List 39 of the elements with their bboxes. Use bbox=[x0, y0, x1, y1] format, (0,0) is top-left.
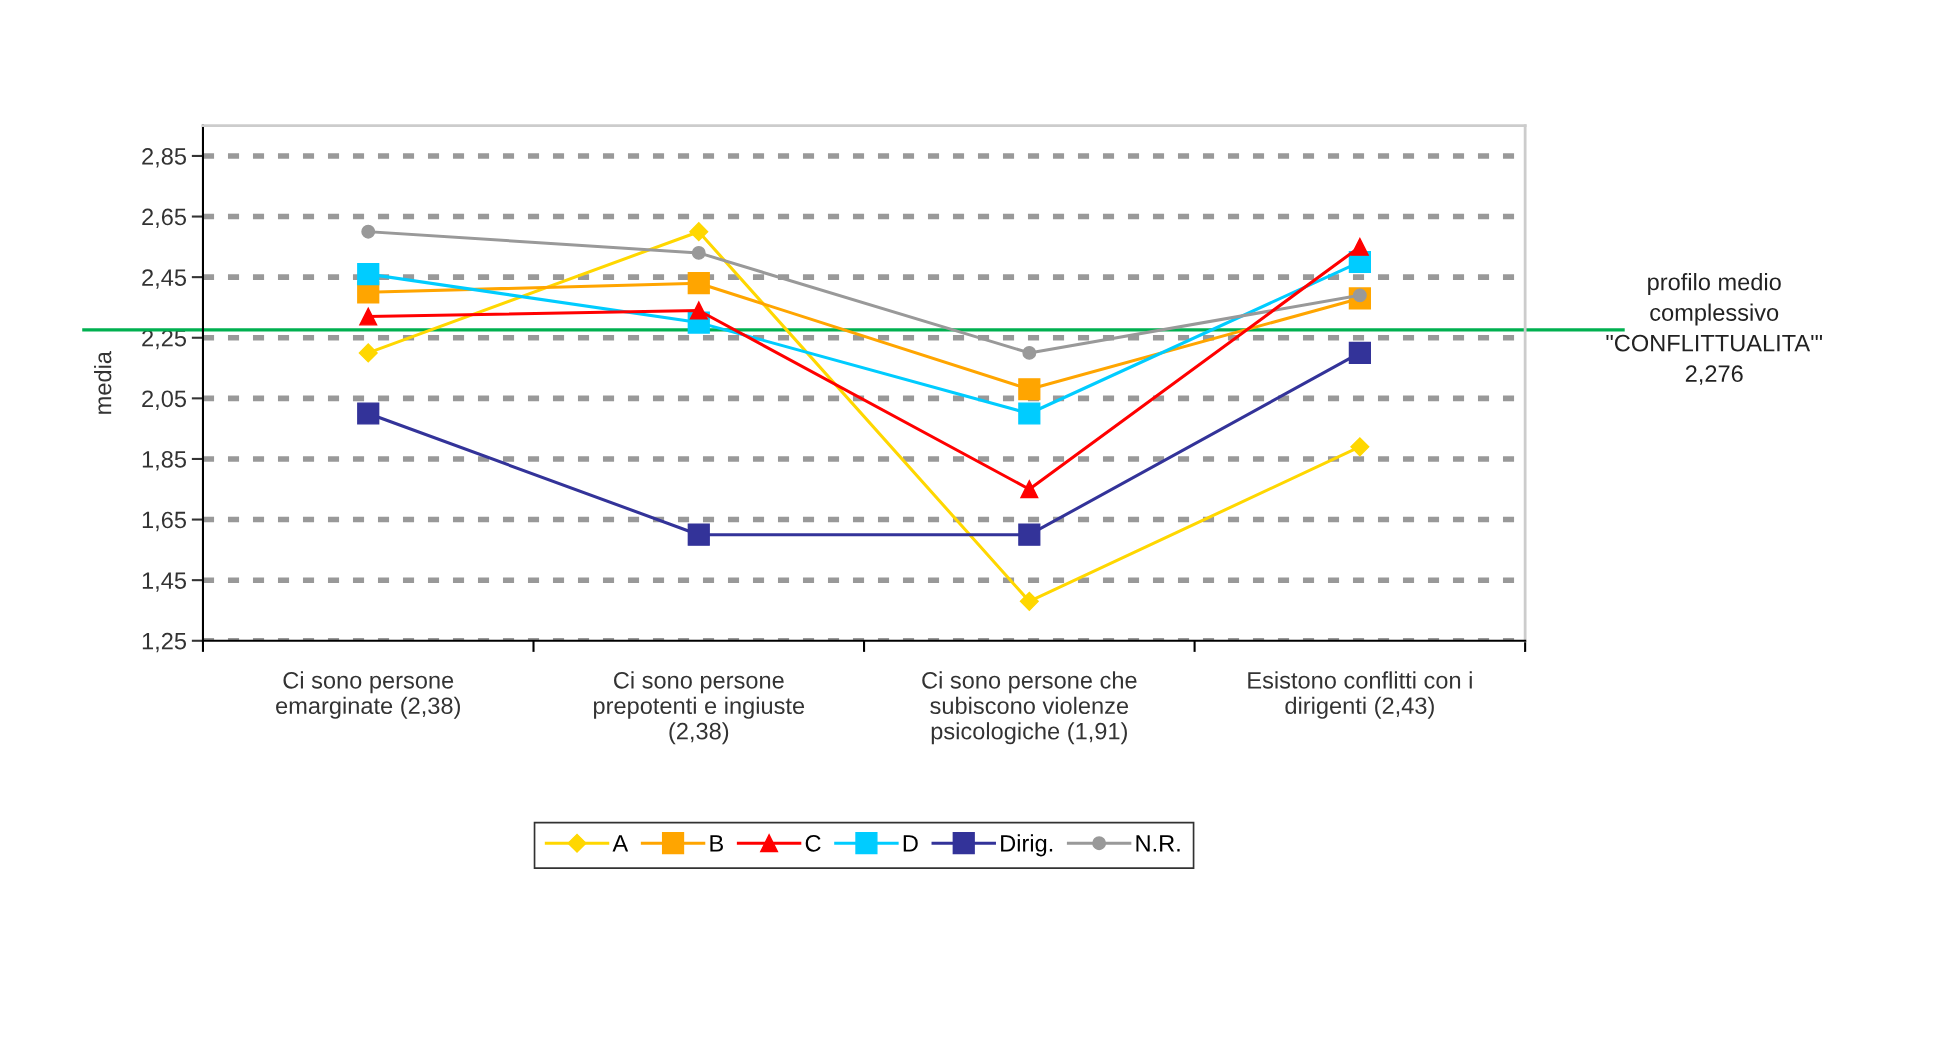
point bbox=[1022, 345, 1037, 360]
point bbox=[1348, 341, 1371, 365]
point bbox=[1020, 480, 1039, 499]
y-tick-label: 1,65 bbox=[142, 511, 187, 532]
y-tick-label: 1,45 bbox=[142, 572, 187, 592]
point bbox=[1018, 378, 1041, 401]
legend-label: A bbox=[612, 835, 629, 852]
y-tick-label: 1,85 bbox=[142, 451, 187, 471]
ref-line-label: profilo medio complessivo "CONFLITTUALITA'" 2,276 bbox=[1606, 273, 1823, 385]
point bbox=[691, 245, 706, 260]
point bbox=[358, 343, 378, 363]
legend-label: B bbox=[710, 835, 723, 852]
y-tick-label: 2,05 bbox=[142, 390, 187, 410]
point bbox=[689, 222, 709, 242]
point bbox=[359, 307, 378, 326]
point bbox=[357, 263, 380, 286]
point bbox=[1018, 523, 1041, 546]
point bbox=[1018, 402, 1041, 425]
y-tick-label: 2,85 bbox=[142, 148, 187, 168]
x-tick-label: Ci sono persone prepotenti e ingiuste (2,38) bbox=[593, 671, 805, 745]
point bbox=[1019, 591, 1039, 611]
point bbox=[1350, 437, 1370, 457]
y-tick-label: 1,25 bbox=[142, 632, 187, 653]
x-tick-label: Ci sono persone che subiscono violenze psicologiche (1,91) bbox=[922, 671, 1137, 745]
y-tick-label: 2,45 bbox=[142, 269, 187, 289]
point bbox=[687, 272, 710, 295]
y-tick-label: 2,65 bbox=[142, 208, 187, 229]
legend-label: Dirig. bbox=[1001, 834, 1053, 857]
legend-label: C bbox=[805, 834, 821, 852]
point bbox=[361, 224, 376, 239]
point bbox=[1350, 237, 1369, 256]
legend-label: N.R. bbox=[1136, 835, 1180, 852]
x-tick-label: Esistono conflitti con i dirigenti (2,43) bbox=[1248, 671, 1472, 719]
point bbox=[689, 301, 708, 320]
point bbox=[357, 402, 380, 425]
x-tick-label: Ci sono persone emarginate (2,38) bbox=[276, 671, 460, 719]
point bbox=[687, 523, 710, 546]
y-axis-title: media bbox=[94, 351, 112, 414]
legend-label: D bbox=[903, 835, 918, 852]
